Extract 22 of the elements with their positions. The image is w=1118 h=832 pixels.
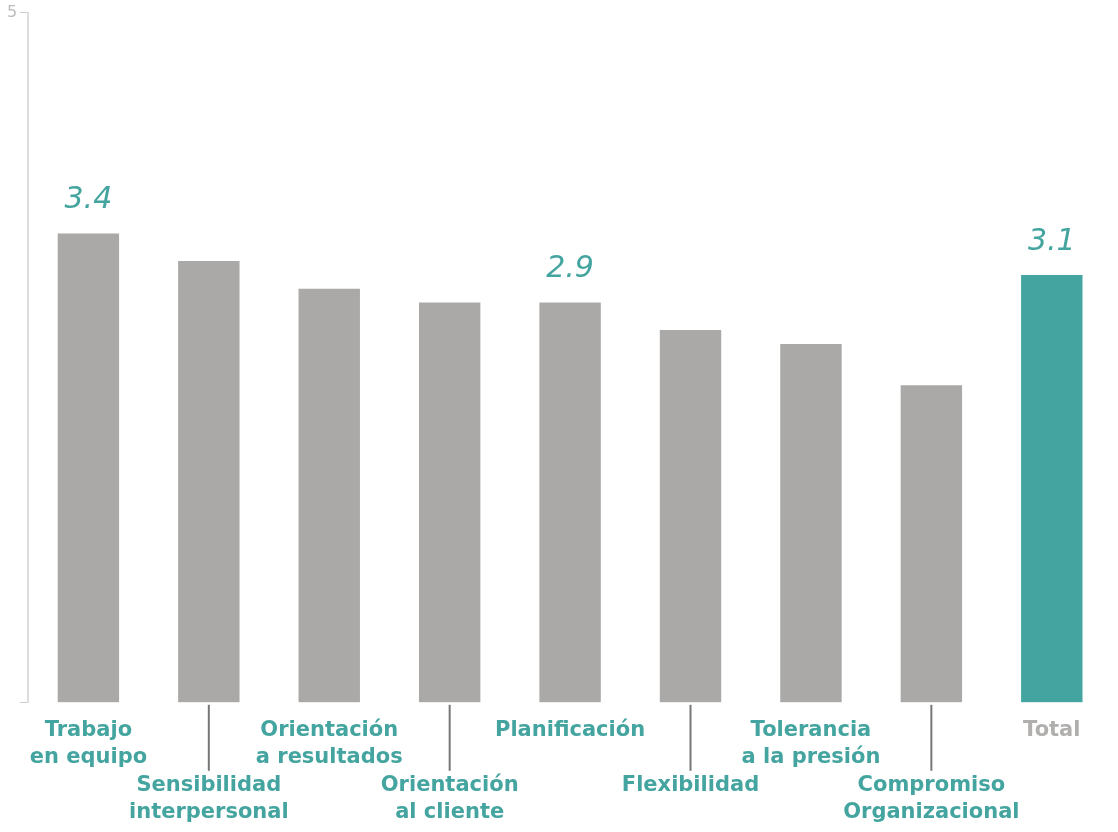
x-tick-label: Trabajo en equipo: [29, 716, 148, 769]
x-tick-label: Total: [1023, 716, 1081, 741]
bar: [900, 385, 963, 703]
bar: [178, 261, 240, 703]
x-tick-label: Sensibilidad interpersonal: [128, 771, 289, 823]
bar: [57, 233, 120, 703]
x-tick-label: Compromiso Organizacional: [843, 771, 1020, 823]
bar: [539, 302, 601, 703]
bar: [780, 343, 842, 703]
bar: [298, 288, 360, 703]
data-label: 3.1: [1027, 221, 1076, 257]
data-label: 2.9: [546, 249, 594, 285]
data-label: 3.4: [64, 180, 113, 216]
x-tick-label: Planificación: [495, 716, 646, 741]
x-tick-label: Flexibilidad: [621, 771, 760, 796]
bar: [659, 330, 722, 703]
x-tick-label: Orientación a resultados: [255, 716, 403, 769]
x-tick-label: Tolerancia a la presión: [741, 716, 881, 769]
x-tick-label: Orientación al cliente: [380, 771, 519, 823]
bar: [418, 302, 481, 703]
bar: [1021, 274, 1083, 703]
y-tick-label: 5: [6, 1, 18, 21]
